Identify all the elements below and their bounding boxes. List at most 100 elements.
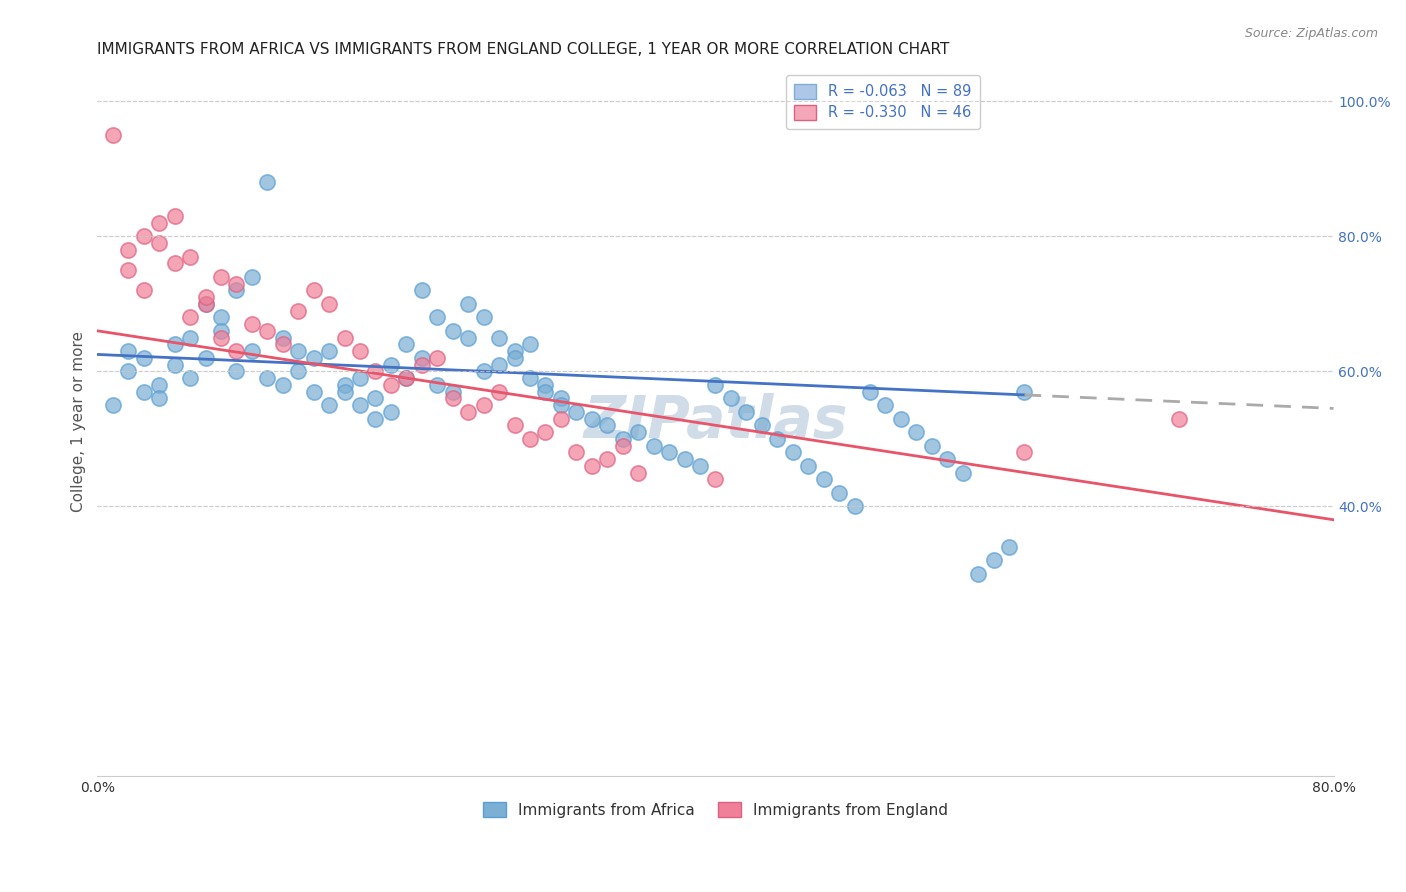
- Point: [132, 351, 155, 365]
- Point: [287, 303, 309, 318]
- Point: [302, 351, 325, 365]
- Point: [411, 351, 433, 365]
- Point: [921, 438, 943, 452]
- Point: [225, 364, 247, 378]
- Point: [395, 371, 418, 385]
- Point: [287, 344, 309, 359]
- Point: [643, 438, 665, 452]
- Point: [117, 263, 139, 277]
- Point: [905, 425, 928, 439]
- Point: [581, 458, 603, 473]
- Point: [627, 466, 650, 480]
- Point: [349, 371, 371, 385]
- Point: [117, 344, 139, 359]
- Text: Source: ZipAtlas.com: Source: ZipAtlas.com: [1244, 27, 1378, 40]
- Point: [612, 432, 634, 446]
- Point: [488, 358, 510, 372]
- Point: [488, 330, 510, 344]
- Point: [472, 364, 495, 378]
- Point: [890, 411, 912, 425]
- Point: [519, 432, 541, 446]
- Point: [132, 283, 155, 297]
- Point: [395, 371, 418, 385]
- Point: [565, 445, 588, 459]
- Point: [364, 364, 387, 378]
- Point: [782, 445, 804, 459]
- Point: [179, 250, 201, 264]
- Point: [380, 358, 402, 372]
- Point: [426, 351, 449, 365]
- Point: [302, 283, 325, 297]
- Point: [689, 458, 711, 473]
- Point: [163, 209, 186, 223]
- Point: [720, 392, 742, 406]
- Point: [333, 330, 356, 344]
- Point: [148, 236, 170, 251]
- Point: [1014, 445, 1036, 459]
- Point: [627, 425, 650, 439]
- Point: [751, 418, 773, 433]
- Point: [503, 344, 526, 359]
- Point: [766, 432, 789, 446]
- Point: [472, 398, 495, 412]
- Point: [472, 310, 495, 325]
- Point: [148, 377, 170, 392]
- Text: ZIPatlas: ZIPatlas: [583, 393, 848, 450]
- Point: [952, 466, 974, 480]
- Point: [132, 229, 155, 244]
- Point: [117, 364, 139, 378]
- Point: [519, 371, 541, 385]
- Point: [797, 458, 820, 473]
- Point: [411, 358, 433, 372]
- Point: [101, 128, 124, 142]
- Point: [596, 418, 619, 433]
- Point: [704, 377, 727, 392]
- Point: [441, 384, 464, 399]
- Point: [457, 297, 479, 311]
- Point: [318, 297, 340, 311]
- Point: [333, 384, 356, 399]
- Point: [364, 392, 387, 406]
- Point: [194, 297, 217, 311]
- Point: [550, 392, 572, 406]
- Point: [612, 438, 634, 452]
- Point: [256, 175, 278, 189]
- Point: [209, 310, 232, 325]
- Y-axis label: College, 1 year or more: College, 1 year or more: [72, 332, 86, 512]
- Point: [194, 297, 217, 311]
- Point: [519, 337, 541, 351]
- Point: [457, 330, 479, 344]
- Point: [349, 398, 371, 412]
- Point: [426, 377, 449, 392]
- Legend: Immigrants from Africa, Immigrants from England: Immigrants from Africa, Immigrants from …: [475, 794, 956, 825]
- Point: [735, 405, 758, 419]
- Point: [395, 337, 418, 351]
- Point: [411, 283, 433, 297]
- Point: [565, 405, 588, 419]
- Point: [271, 337, 294, 351]
- Point: [983, 553, 1005, 567]
- Point: [179, 310, 201, 325]
- Point: [658, 445, 681, 459]
- Point: [859, 384, 882, 399]
- Point: [426, 310, 449, 325]
- Point: [271, 330, 294, 344]
- Point: [503, 418, 526, 433]
- Point: [148, 392, 170, 406]
- Point: [673, 452, 696, 467]
- Point: [240, 344, 263, 359]
- Point: [179, 330, 201, 344]
- Point: [271, 377, 294, 392]
- Point: [179, 371, 201, 385]
- Point: [441, 324, 464, 338]
- Point: [457, 405, 479, 419]
- Point: [534, 425, 557, 439]
- Point: [101, 398, 124, 412]
- Point: [163, 337, 186, 351]
- Point: [240, 317, 263, 331]
- Point: [318, 344, 340, 359]
- Point: [318, 398, 340, 412]
- Point: [163, 256, 186, 270]
- Point: [503, 351, 526, 365]
- Point: [550, 398, 572, 412]
